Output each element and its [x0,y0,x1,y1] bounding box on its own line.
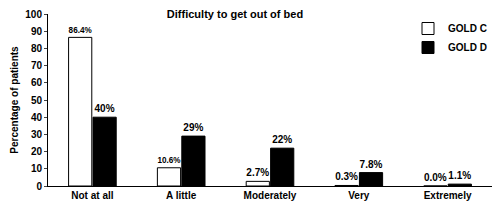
svg-text:20: 20 [31,146,43,157]
svg-text:Very: Very [348,190,370,201]
svg-text:Percentage of patients: Percentage of patients [9,46,20,154]
svg-text:22%: 22% [272,134,292,145]
svg-text:1.1%: 1.1% [448,170,471,181]
svg-text:60: 60 [31,77,43,88]
svg-text:Difficulty to get out of bed: Difficulty to get out of bed [167,8,303,20]
svg-text:80: 80 [31,43,43,54]
svg-text:Extremely: Extremely [424,190,472,201]
svg-text:GOLD C: GOLD C [448,23,487,34]
svg-text:2.7%: 2.7% [246,167,269,178]
svg-text:Moderately: Moderately [244,190,297,201]
svg-text:29%: 29% [183,122,203,133]
svg-text:90: 90 [31,26,43,37]
svg-text:Not at all: Not at all [71,190,113,201]
svg-text:100: 100 [25,9,42,20]
svg-text:0.0%: 0.0% [424,172,447,183]
svg-text:50: 50 [31,95,43,106]
svg-text:70: 70 [31,60,43,71]
svg-text:A little: A little [166,190,197,201]
svg-text:40%: 40% [95,103,115,114]
svg-text:86.4%: 86.4% [69,26,93,35]
svg-text:GOLD D: GOLD D [448,42,487,53]
svg-text:10: 10 [31,163,43,174]
svg-text:0.3%: 0.3% [335,171,358,182]
svg-text:30: 30 [31,129,43,140]
svg-text:0: 0 [36,181,42,192]
svg-text:40: 40 [31,112,43,123]
svg-text:7.8%: 7.8% [360,159,383,170]
svg-text:10.6%: 10.6% [157,156,181,165]
